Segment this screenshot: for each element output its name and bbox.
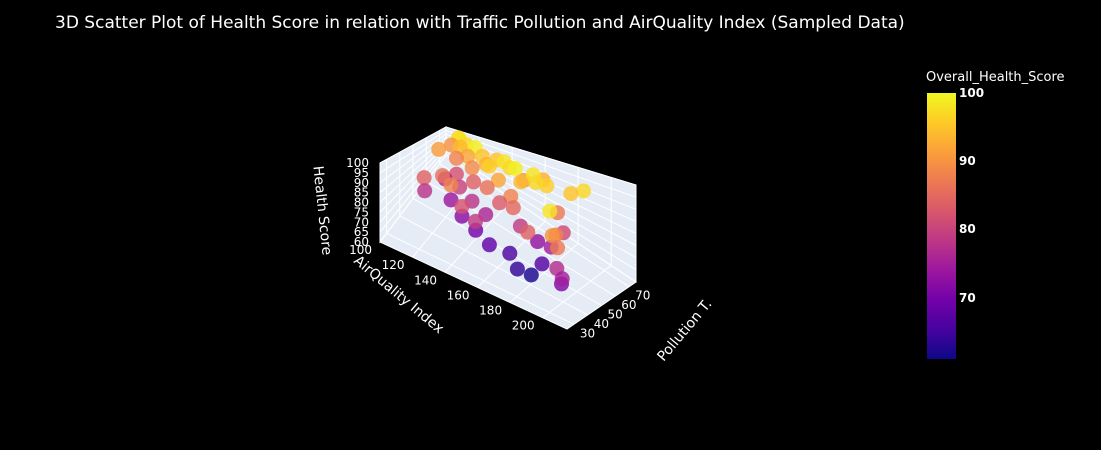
gridline-z-side — [379, 130, 447, 174]
z-tick-label: 90 — [354, 176, 369, 190]
z-tick-label: 60 — [354, 235, 369, 249]
data-point — [544, 228, 560, 244]
y-tick-label: 30 — [580, 326, 595, 340]
data-point — [505, 200, 521, 216]
y-axis-label: Pollution T. — [654, 296, 715, 364]
y-tick-label: 60 — [621, 298, 636, 312]
colorbar-tick-label: 70 — [959, 290, 976, 305]
gridline-z-back — [445, 126, 637, 186]
z-tick-label: 65 — [354, 225, 369, 239]
data-point — [520, 224, 536, 240]
data-point — [509, 261, 525, 277]
colorbar-title: Overall_Health_Score — [926, 70, 1065, 85]
data-point — [449, 150, 464, 166]
data-point — [464, 160, 480, 176]
data-points — [416, 130, 591, 292]
gridline-z-side — [379, 154, 447, 243]
z-tick-label: 70 — [354, 215, 369, 229]
x-tick-label: 120 — [382, 258, 405, 272]
data-point — [431, 141, 447, 157]
data-point — [481, 237, 497, 253]
data-point — [468, 213, 483, 229]
data-point — [443, 177, 459, 193]
z-tick-label: 75 — [354, 205, 369, 219]
gridline-z-side — [379, 133, 447, 184]
z-axis-label: Health Score — [309, 165, 334, 256]
y-tick-label: 40 — [594, 317, 609, 331]
x-tick-label: 200 — [512, 319, 535, 333]
data-point — [523, 267, 539, 283]
gridline-z-side — [379, 151, 447, 233]
gridline-y-floor — [386, 232, 575, 325]
x-tick-label: 160 — [447, 288, 470, 302]
chart-title: 3D Scatter Plot of Health Score in relat… — [55, 13, 905, 33]
tick-labels: 1001201401601802003040506070606570758085… — [346, 156, 650, 340]
x-tick-label: 140 — [414, 273, 437, 287]
data-point — [550, 240, 566, 256]
gridline-z-side — [379, 126, 447, 164]
data-point — [534, 256, 550, 272]
data-point — [576, 183, 591, 199]
data-point — [528, 175, 544, 191]
x-tick-label: 180 — [479, 304, 502, 318]
data-point — [490, 172, 506, 188]
data-point — [416, 170, 432, 186]
gridline-y-floor — [399, 215, 588, 316]
colorbar-tick-label: 100 — [959, 86, 985, 100]
y-tick-label: 50 — [608, 308, 623, 322]
data-point — [530, 234, 546, 250]
data-point — [454, 199, 470, 214]
data-point — [503, 188, 519, 204]
data-point — [542, 203, 558, 219]
colorbar-gradient — [927, 93, 956, 359]
z-tick-label: 85 — [354, 186, 369, 200]
z-tick-label: 100 — [346, 156, 369, 170]
colorbar-tick-label: 90 — [959, 154, 976, 169]
y-tick-label: 70 — [635, 289, 650, 303]
data-point — [502, 245, 518, 261]
data-point — [554, 271, 570, 287]
data-point — [443, 192, 459, 208]
data-point — [481, 158, 497, 174]
data-point — [513, 174, 529, 190]
colorbar-tick-label: 80 — [959, 222, 976, 237]
data-point — [563, 186, 579, 202]
data-point — [507, 161, 523, 176]
data-point — [460, 148, 476, 164]
data-point — [492, 195, 508, 211]
z-tick-label: 80 — [354, 196, 369, 210]
data-point — [479, 180, 495, 196]
x-tick-label: 100 — [349, 243, 372, 257]
data-point — [466, 174, 481, 190]
z-tick-label: 95 — [354, 166, 369, 180]
data-point — [417, 183, 433, 199]
gridline-z-side — [379, 147, 447, 223]
